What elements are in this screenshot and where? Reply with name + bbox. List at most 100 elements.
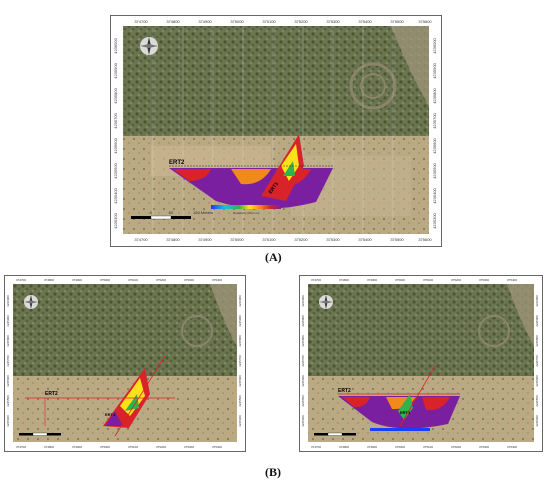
svg-text:4235400: 4235400: [535, 415, 539, 427]
svg-text:375300: 375300: [479, 278, 489, 282]
svg-text:4235800: 4235800: [113, 87, 118, 103]
profile-label-ert2: ERT2: [338, 388, 351, 394]
svg-text:150 Meters: 150 Meters: [193, 210, 213, 215]
svg-text:374900: 374900: [72, 445, 82, 449]
svg-text:4235900: 4235900: [535, 315, 539, 327]
svg-text:4236000: 4236000: [432, 37, 437, 53]
profile-label-ert1: ERT1: [400, 410, 411, 415]
svg-text:375500: 375500: [390, 237, 404, 242]
svg-text:4235800: 4235800: [432, 87, 437, 103]
resistivity-color-legend: [211, 205, 281, 209]
north-arrow-icon: [319, 295, 333, 309]
legend-caption: Resistivity (Ohm.m): [233, 211, 259, 215]
caption-a: (A): [265, 250, 282, 264]
svg-text:375100: 375100: [128, 445, 138, 449]
svg-text:4235600: 4235600: [432, 137, 437, 153]
svg-text:375400: 375400: [212, 278, 222, 282]
svg-text:374800: 374800: [339, 445, 349, 449]
svg-text:4236000: 4236000: [6, 295, 10, 307]
x-ticks: 374700 374800 374900 375000 375100 37520…: [311, 278, 517, 449]
svg-text:375300: 375300: [326, 19, 340, 24]
svg-text:4235700: 4235700: [6, 355, 10, 367]
svg-text:374800: 374800: [44, 278, 54, 282]
scale-bar: [19, 432, 61, 436]
svg-text:4235400: 4235400: [113, 187, 118, 203]
svg-text:4235700: 4235700: [113, 112, 118, 128]
svg-text:4235500: 4235500: [6, 395, 10, 407]
svg-text:375000: 375000: [395, 445, 405, 449]
svg-text:375200: 375200: [156, 278, 166, 282]
svg-text:375200: 375200: [294, 237, 308, 242]
scale-bar: 0 50 150 Meters: [131, 210, 213, 220]
map-panel-b-right: ERT2 ERT1 374700 374800 374900 375000 37…: [299, 275, 543, 452]
svg-text:374900: 374900: [72, 278, 82, 282]
svg-text:4235600: 4235600: [113, 137, 118, 153]
svg-text:4235500: 4235500: [432, 162, 437, 178]
svg-text:4235900: 4235900: [238, 315, 242, 327]
x-ticks-top: 374700 374800 374900 375000 375100 37520…: [134, 19, 432, 24]
svg-text:375500: 375500: [390, 19, 404, 24]
map-b-right-svg: ERT2 ERT1 374700 374800 374900 375000 37…: [301, 278, 539, 449]
svg-text:375000: 375000: [395, 278, 405, 282]
svg-text:4235400: 4235400: [432, 187, 437, 203]
svg-text:4235700: 4235700: [301, 355, 305, 367]
svg-text:4235500: 4235500: [535, 395, 539, 407]
svg-text:4236000: 4236000: [113, 37, 118, 53]
x-ticks-bottom: 374700 374800 374900 375000 375100 37520…: [134, 237, 432, 242]
svg-text:4235700: 4235700: [238, 355, 242, 367]
svg-text:4236000: 4236000: [301, 295, 305, 307]
svg-text:375200: 375200: [156, 445, 166, 449]
svg-text:375100: 375100: [423, 278, 433, 282]
svg-text:375300: 375300: [326, 237, 340, 242]
y-ticks-left: 4236000 4235900 4235800 4235700 4235600 …: [113, 37, 118, 228]
svg-text:4235600: 4235600: [238, 375, 242, 387]
svg-text:375600: 375600: [418, 237, 432, 242]
road-track: [391, 26, 429, 106]
svg-text:375100: 375100: [128, 278, 138, 282]
svg-text:374700: 374700: [16, 445, 26, 449]
svg-text:375200: 375200: [451, 445, 461, 449]
svg-text:375400: 375400: [358, 19, 372, 24]
svg-text:4235900: 4235900: [301, 315, 305, 327]
svg-text:374900: 374900: [367, 278, 377, 282]
svg-text:374800: 374800: [166, 237, 180, 242]
svg-text:4235300: 4235300: [113, 212, 118, 228]
map-panel-b-left: ERT2 ERT1 374700 374800 374900 375000 37…: [4, 275, 246, 452]
svg-text:374700: 374700: [134, 19, 148, 24]
svg-text:4235500: 4235500: [238, 395, 242, 407]
svg-text:375100: 375100: [423, 445, 433, 449]
map-b-left-svg: ERT2 ERT1 374700 374800 374900 375000 37…: [6, 278, 242, 449]
y-ticks-right: 4236000 4235900 4235800 4235700 4235600 …: [432, 37, 437, 228]
profile-label-ert2: ERT2: [169, 160, 185, 166]
svg-text:4235400: 4235400: [238, 415, 242, 427]
svg-text:4235600: 4235600: [6, 375, 10, 387]
svg-text:374800: 374800: [339, 278, 349, 282]
svg-text:374900: 374900: [198, 237, 212, 242]
svg-text:375000: 375000: [100, 278, 110, 282]
svg-text:375400: 375400: [212, 445, 222, 449]
svg-text:375200: 375200: [451, 278, 461, 282]
y-ticks: 4236000 4235900 4235800 4235700 4235600 …: [301, 295, 539, 427]
profile-label-ert2: ERT2: [45, 391, 58, 397]
svg-text:375100: 375100: [262, 237, 276, 242]
map-a-svg: ERT2 ERT1 Resistivity (Ohm.m) 0 50 150 M…: [113, 19, 437, 242]
map-panel-a: ERT2 ERT1 Resistivity (Ohm.m) 0 50 150 M…: [110, 15, 442, 247]
svg-text:375400: 375400: [507, 278, 517, 282]
svg-text:4235400: 4235400: [301, 415, 305, 427]
svg-text:4235300: 4235300: [432, 212, 437, 228]
svg-text:375000: 375000: [100, 445, 110, 449]
svg-text:4235500: 4235500: [301, 395, 305, 407]
svg-text:4235700: 4235700: [432, 112, 437, 128]
circular-feature: [349, 62, 397, 110]
svg-text:4235800: 4235800: [535, 335, 539, 347]
svg-text:4235700: 4235700: [535, 355, 539, 367]
svg-text:4235800: 4235800: [238, 335, 242, 347]
svg-text:4235800: 4235800: [301, 335, 305, 347]
svg-text:375300: 375300: [184, 278, 194, 282]
svg-text:4236000: 4236000: [535, 295, 539, 307]
svg-text:375100: 375100: [262, 19, 276, 24]
svg-text:374700: 374700: [134, 237, 148, 242]
resistivity-color-legend: [370, 428, 430, 431]
svg-text:374900: 374900: [198, 19, 212, 24]
svg-text:375200: 375200: [294, 19, 308, 24]
